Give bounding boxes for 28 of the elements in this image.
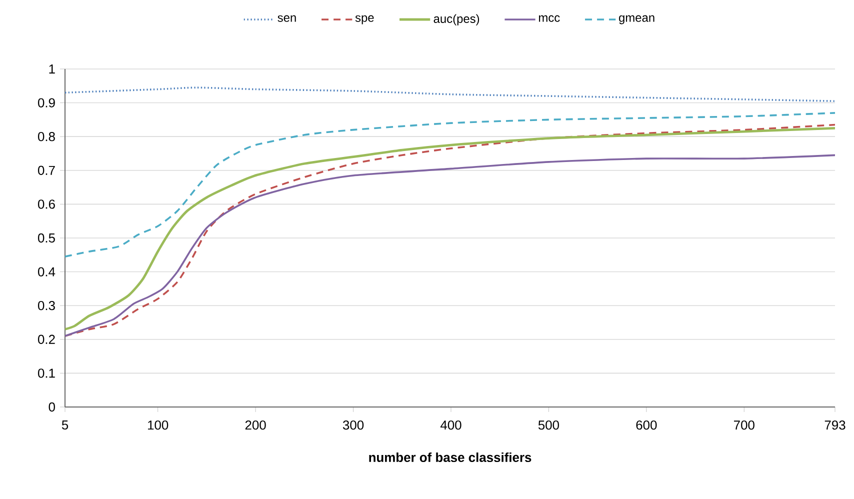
x-tick-label: 700 [734,420,754,430]
y-tick-label: 0.7 [38,166,55,175]
y-tick-label: 1 [49,64,55,74]
x-tick-label: 500 [538,420,560,430]
y-tick-label: 0.1 [38,368,55,378]
legend-label: mcc [538,15,560,22]
x-tick-label: 100 [148,420,168,430]
x-tick-label: 300 [342,420,364,430]
y-tick-label: 0.4 [38,267,56,276]
line-series [65,112,836,258]
x-axis-title: number of base classifiers [369,452,532,462]
x-tick-label: 600 [636,420,657,430]
legend-label: gmean [619,15,654,24]
y-tick-label: 0.9 [38,98,55,108]
legend-label: sen [278,15,296,22]
x-tick-label: 400 [440,420,462,430]
x-tick-label: 200 [245,420,266,430]
y-tick-label: 0.3 [38,300,55,310]
y-tick-label: 0.2 [38,334,55,344]
legend-label: spe [355,15,374,24]
x-tick-label: 793 [824,420,846,430]
y-tick-label: 0.6 [38,200,55,209]
y-tick-label: 0 [48,402,55,412]
x-tick-label: 5 [62,420,68,430]
legend-label: auc(pes) [434,14,480,26]
y-tick-label: 0.8 [38,132,55,142]
line-series [65,86,836,102]
y-tick-label: 0.5 [38,233,55,243]
